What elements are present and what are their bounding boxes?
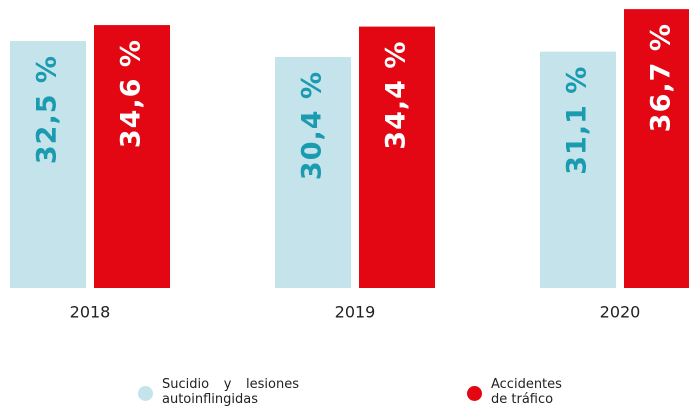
x-tick-label: 2020: [600, 303, 641, 322]
bar: [94, 25, 170, 289]
value-label: 32,5 %: [32, 55, 63, 164]
legend-label: Sucidio y lesiones autoinflingidas: [162, 377, 299, 407]
bar: [540, 51, 616, 289]
legend-swatch: [467, 386, 482, 401]
value-label: 34,6 %: [116, 39, 147, 148]
legend-swatch: [138, 386, 153, 401]
legend-item: Accidentes de tráfico: [467, 377, 571, 407]
x-tick-label: 2019: [335, 303, 376, 322]
value-label: 30,4 %: [297, 71, 328, 180]
bar: [275, 56, 351, 289]
x-tick-label: 2018: [70, 303, 111, 322]
bar: [10, 41, 86, 288]
legend-item: Sucidio y lesiones autoinflingidas: [138, 377, 299, 407]
legend-label: Accidentes de tráfico: [491, 377, 562, 407]
value-label: 36,7 %: [646, 23, 677, 132]
value-label: 31,1 %: [562, 66, 593, 175]
bar: [624, 9, 689, 288]
bar: [359, 26, 435, 288]
value-label: 34,4 %: [381, 41, 412, 150]
